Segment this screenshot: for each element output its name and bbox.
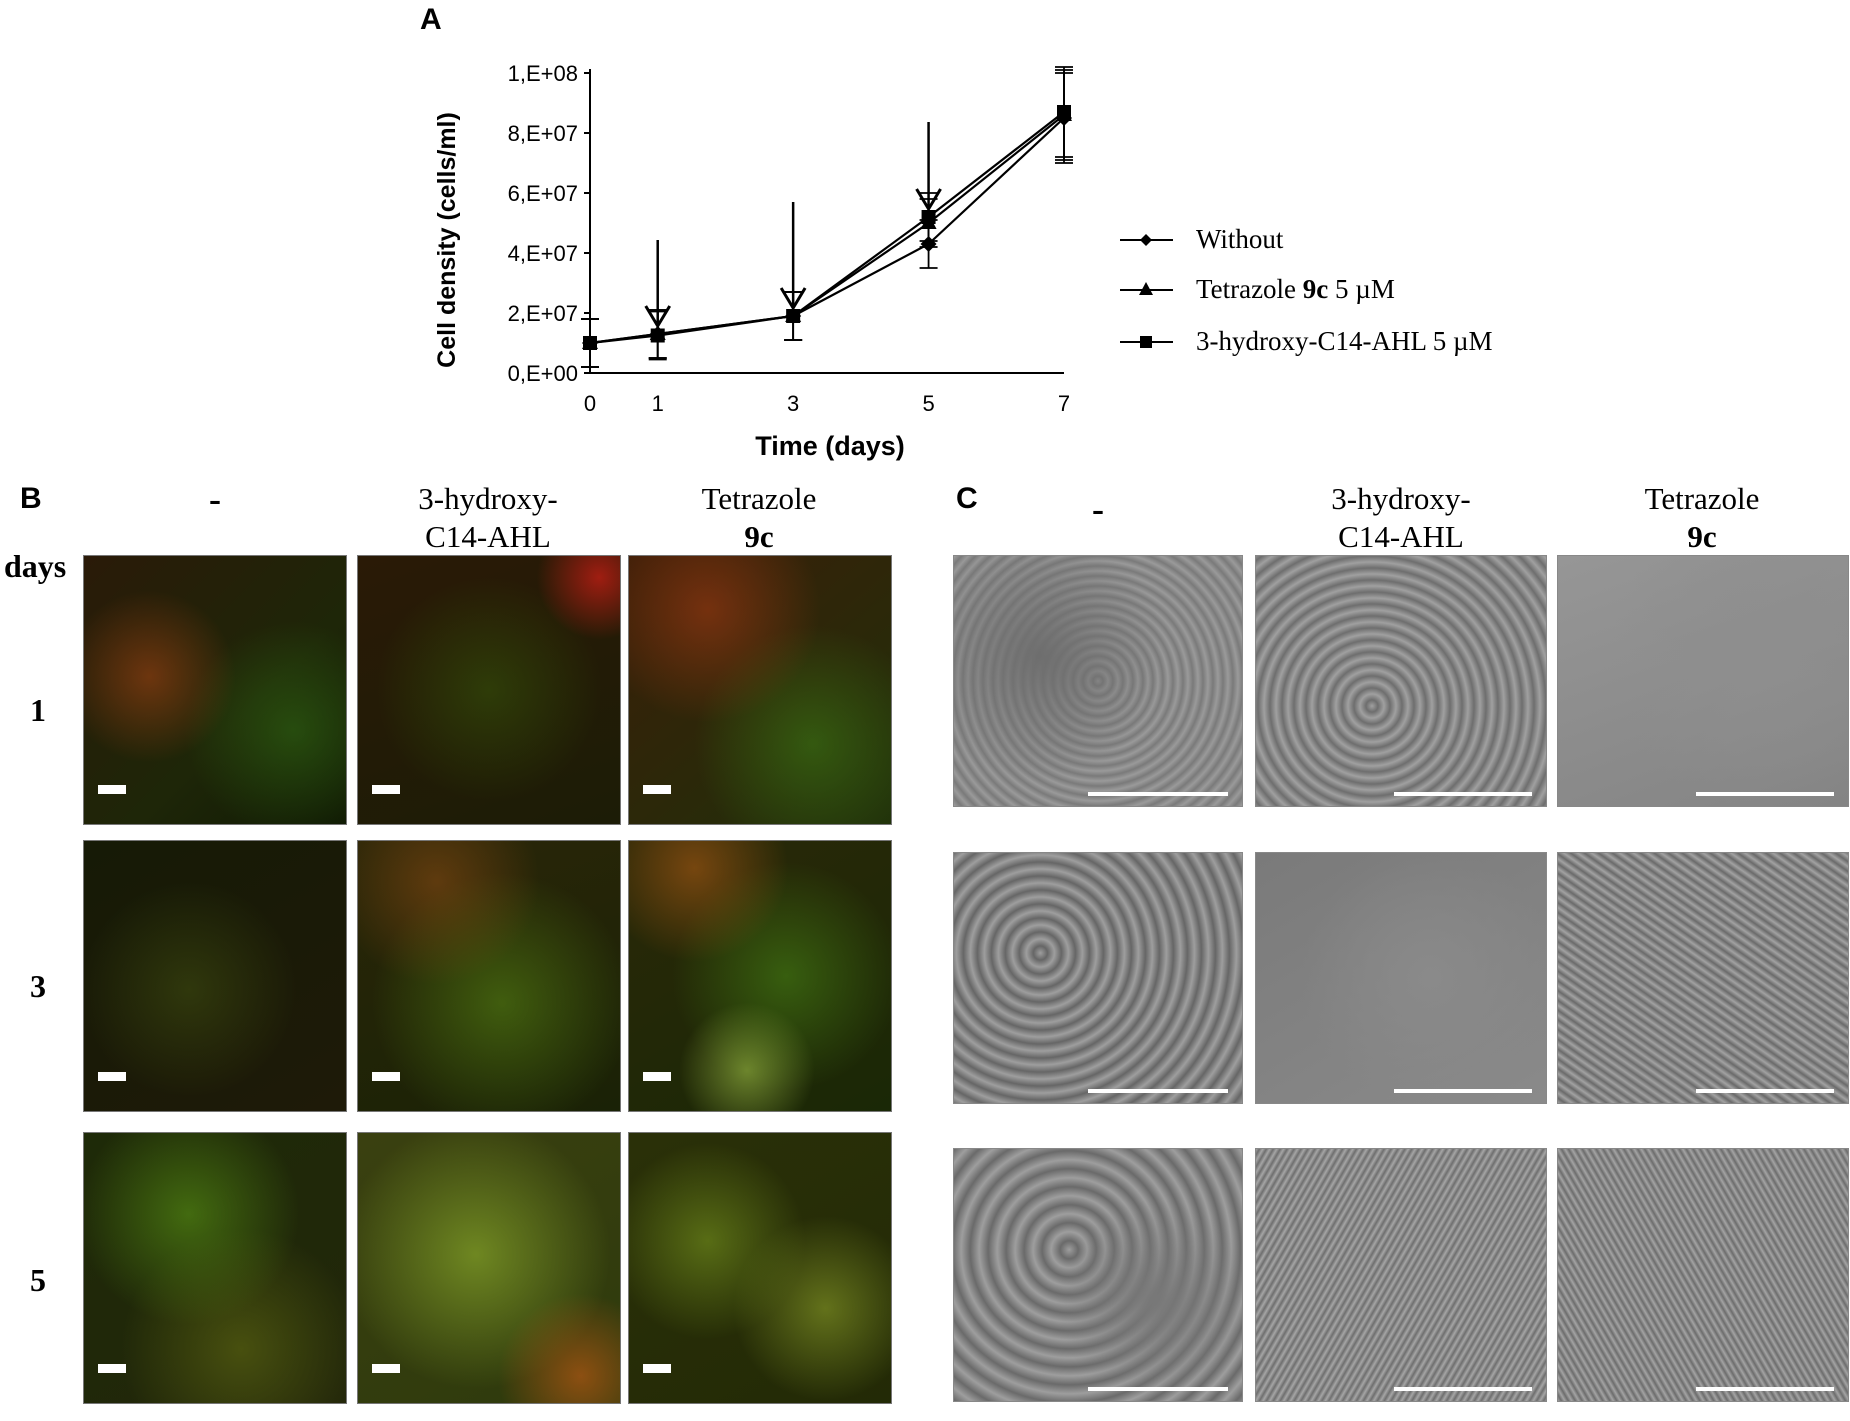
legend-tetrazole: Tetrazole 9c 5 µM: [1196, 274, 1395, 305]
panel-c-col-ahl-line2: C14-AHL: [1338, 519, 1464, 554]
arrow-head-icon: [915, 188, 942, 212]
panel-c-letter: C: [956, 482, 978, 515]
fluor-image-none-day5: [83, 1132, 347, 1404]
panel-b-col-tet-line1: Tetrazole: [701, 481, 817, 516]
panel-b-col-ahl: 3-hydroxy- C14-AHL: [357, 480, 619, 556]
legend-markers: [1120, 234, 1173, 348]
panel-a-letter: A: [420, 3, 442, 36]
y-tick-label: 2,E+07: [508, 301, 578, 326]
panel-c-col-tet-line2: 9c: [1687, 519, 1717, 554]
x-tick-label: 5: [922, 391, 934, 416]
y-axis-label: Cell density (cells/ml): [433, 112, 461, 368]
fluor-image-tetrazole-day1: [628, 555, 892, 825]
triangle-marker-icon: [1139, 282, 1153, 295]
fluor-image-ahl-day3: [357, 840, 621, 1112]
sem-image-ahl-day3: [1255, 852, 1547, 1104]
sem-image-tetrazole-day1: [1557, 555, 1849, 807]
fluor-image-none-day1: [83, 555, 347, 825]
panel-b-col-tet-line2: 9c: [744, 519, 774, 554]
fluor-image-none-day3: [83, 840, 347, 1112]
panel-c-col-tet-line1: Tetrazole: [1644, 481, 1760, 516]
growth-chart: 0,E+00 2,E+07 4,E+07 6,E+07 8,E+07 1,E+08 0 1 3 5…: [433, 61, 1073, 461]
legend-tetrazole-suffix: 5 µM: [1328, 274, 1395, 304]
fluor-image-tetrazole-day3: [628, 840, 892, 1112]
y-tick-label: 0,E+00: [508, 361, 578, 386]
sem-image-tetrazole-day5: [1557, 1148, 1849, 1402]
sem-image-ahl-day5: [1255, 1148, 1547, 1402]
y-tick-label: 6,E+07: [508, 181, 578, 206]
fluor-image-ahl-day1: [357, 555, 621, 825]
legend-ahl: 3-hydroxy-C14-AHL 5 µM: [1196, 326, 1493, 356]
legend: Without Tetrazole 9c 5 µM 3-hydroxy-C14-…: [1118, 220, 1678, 360]
row-label-1: 1: [30, 692, 46, 728]
panel-b-col-ahl-line2: C14-AHL: [425, 519, 551, 554]
fluor-image-tetrazole-day5: [628, 1132, 892, 1404]
x-axis-label: Time (days): [755, 431, 905, 461]
sem-image-none-day3: [953, 852, 1243, 1104]
row-label-5: 5: [30, 1262, 46, 1298]
series-line-triangle: [589, 114, 1065, 345]
arrow-head-icon: [644, 305, 672, 329]
panel-b-letter: B: [20, 482, 42, 515]
series-line-square: [589, 111, 1065, 345]
diamond-marker-icon: [1140, 234, 1152, 246]
square-point: [650, 328, 665, 343]
sem-image-tetrazole-day3: [1557, 852, 1849, 1104]
sem-image-none-day1: [953, 555, 1243, 807]
sem-image-ahl-day1: [1255, 555, 1547, 807]
days-label: days: [4, 548, 67, 584]
panel-b-col-tetrazole: Tetrazole 9c: [628, 480, 890, 556]
panel-c-col-tetrazole: Tetrazole 9c: [1557, 480, 1847, 556]
legend-without: Without: [1196, 224, 1284, 254]
x-tick-label: 1: [652, 391, 664, 416]
row-label-3: 3: [30, 968, 46, 1004]
square-point: [786, 309, 801, 323]
y-tick-label: 8,E+07: [508, 121, 578, 146]
square-point: [1057, 105, 1071, 119]
fluor-image-ahl-day5: [357, 1132, 621, 1404]
x-tick-label: 7: [1058, 391, 1070, 416]
sem-image-none-day5: [953, 1148, 1243, 1402]
x-tick-label: 0: [584, 391, 596, 416]
x-tick-label: 3: [787, 391, 799, 416]
panel-c-col-ahl: 3-hydroxy- C14-AHL: [1255, 480, 1547, 556]
legend-tetrazole-prefix: Tetrazole: [1196, 274, 1303, 304]
legend-tetrazole-bold: 9c: [1302, 274, 1329, 304]
panel-c-col-ahl-line1: 3-hydroxy-: [1331, 481, 1471, 516]
square-point: [921, 210, 936, 224]
y-tick-label: 1,E+08: [508, 61, 578, 86]
arrow-head-icon: [779, 287, 807, 311]
square-point: [583, 336, 597, 350]
panel-c-col-none: -: [1092, 489, 1104, 529]
y-tick-label: 4,E+07: [508, 241, 578, 266]
panel-b-col-ahl-line1: 3-hydroxy-: [418, 481, 558, 516]
square-marker-icon: [1140, 336, 1152, 348]
panel-b-col-none: -: [209, 479, 221, 519]
